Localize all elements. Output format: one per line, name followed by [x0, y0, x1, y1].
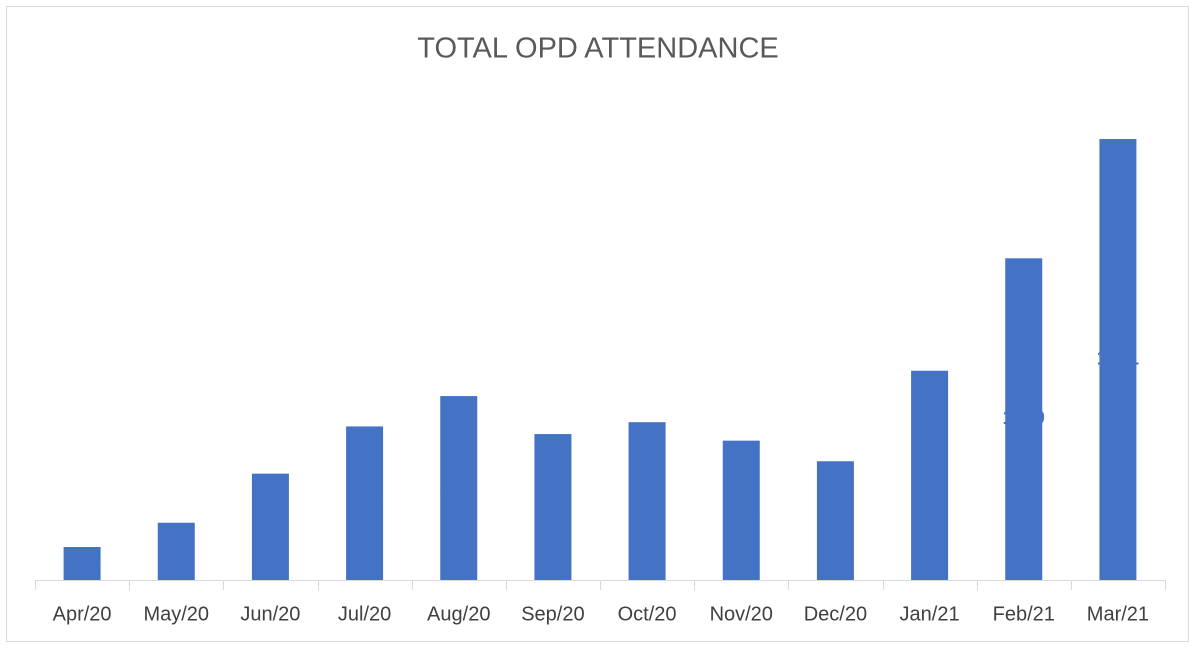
- data-label: 793: [914, 464, 946, 485]
- bar: [346, 426, 384, 580]
- bar: [722, 440, 760, 580]
- data-label: 403: [255, 516, 287, 537]
- data-label: 582: [349, 492, 381, 513]
- bar: [63, 547, 101, 580]
- data-label: 553: [537, 496, 569, 517]
- x-tick-label: Feb/21: [993, 603, 1055, 625]
- bar: [1099, 139, 1137, 580]
- x-tick-label: Dec/20: [804, 603, 867, 625]
- bar: [1005, 258, 1043, 580]
- chart-title: TOTAL OPD ATTENDANCE: [417, 33, 778, 65]
- data-label: 450: [820, 510, 852, 531]
- data-label: 217: [160, 540, 192, 561]
- x-tick-label: Jan/21: [900, 603, 960, 625]
- bar: [251, 473, 289, 580]
- bar: [816, 461, 854, 580]
- x-tick-label: Oct/20: [618, 603, 677, 625]
- data-label: 1219: [1003, 408, 1045, 429]
- data-label: 598: [631, 490, 663, 511]
- x-tick-label: Apr/20: [53, 603, 112, 625]
- x-tick-label: Mar/21: [1087, 603, 1149, 625]
- bar: [911, 370, 949, 580]
- x-tick-label: Nov/20: [710, 603, 773, 625]
- bar: [534, 434, 572, 580]
- x-tick-label: Sep/20: [521, 603, 584, 625]
- x-tick-label: Aug/20: [427, 603, 490, 625]
- x-tick-label: Jun/20: [240, 603, 300, 625]
- chart-border: [6, 6, 1189, 642]
- data-label: 125: [66, 553, 98, 574]
- x-tick-label: Jul/20: [338, 603, 391, 625]
- bar: [440, 396, 478, 580]
- data-label: 1671: [1097, 349, 1140, 370]
- data-label: 528: [725, 499, 757, 520]
- data-label: 697: [443, 477, 475, 498]
- bar: [628, 422, 666, 580]
- bar: [157, 522, 195, 580]
- x-tick-label: May/20: [143, 603, 209, 625]
